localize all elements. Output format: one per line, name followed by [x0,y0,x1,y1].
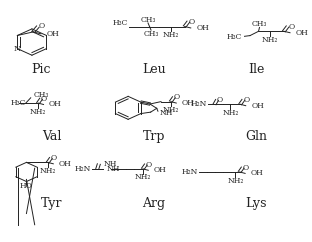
Text: H₃C: H₃C [11,99,26,107]
Text: O: O [41,95,47,103]
Text: Ile: Ile [248,63,265,76]
Text: CH₃: CH₃ [140,16,156,24]
Text: NH₂: NH₂ [30,108,46,116]
Text: NH₂: NH₂ [227,177,244,185]
Text: OH: OH [251,102,264,110]
Text: CH₃: CH₃ [143,30,159,38]
Text: H₂N: H₂N [191,100,207,108]
Text: O: O [174,93,180,101]
Text: N: N [14,45,21,53]
Text: NH: NH [106,165,120,173]
Text: H₃C: H₃C [227,33,242,41]
Text: NH: NH [159,109,173,117]
Text: H₃C: H₃C [113,19,128,27]
Text: O: O [38,22,45,30]
Text: NH₂: NH₂ [40,167,56,175]
Text: Pic: Pic [31,63,51,76]
Text: Lys: Lys [246,197,267,210]
Text: OH: OH [182,99,194,107]
Text: CH₃: CH₃ [33,91,49,99]
Text: O: O [217,96,223,104]
Text: Arg: Arg [143,197,166,210]
Text: NH₂: NH₂ [163,31,179,39]
Text: Trp: Trp [143,130,165,143]
Text: NH₂: NH₂ [222,109,239,117]
Text: H₂N: H₂N [75,165,91,173]
Text: OH: OH [46,30,59,38]
Text: NH₂: NH₂ [163,106,179,114]
Text: O: O [243,164,249,172]
Text: H₂N: H₂N [182,168,198,176]
Text: OH: OH [59,160,71,168]
Text: OH: OH [295,29,308,37]
Text: O: O [243,96,249,104]
Text: O: O [288,23,294,30]
Text: O: O [146,160,152,168]
Text: Leu: Leu [142,63,166,76]
Text: OH: OH [196,24,209,32]
Text: Gln: Gln [246,130,267,143]
Text: Tyr: Tyr [41,197,62,210]
Text: HO: HO [20,182,33,190]
Text: NH₂: NH₂ [134,174,151,182]
Text: OH: OH [154,166,167,174]
Text: O: O [51,154,57,162]
Text: NH: NH [104,160,117,168]
Text: Val: Val [42,130,61,143]
Text: OH: OH [49,100,62,108]
Text: NH₂: NH₂ [262,36,278,44]
Text: OH: OH [251,169,263,177]
Text: CH₃: CH₃ [252,20,267,28]
Text: O: O [189,18,195,26]
